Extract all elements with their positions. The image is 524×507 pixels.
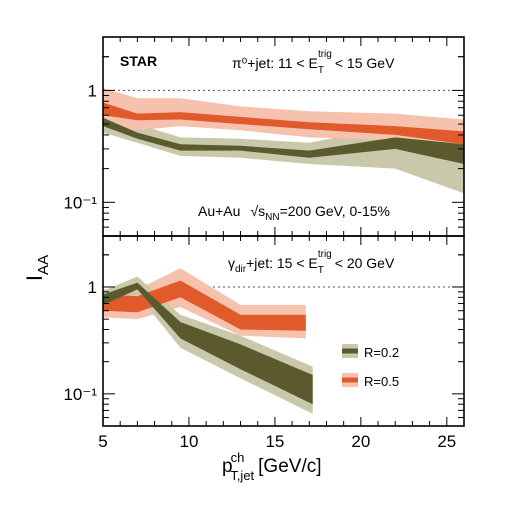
legend: R=0.2 R=0.5 xyxy=(342,344,399,389)
collision-label: Au+Au √sNN=200 GeV, 0-15% xyxy=(198,203,390,223)
x-tick-label: 15 xyxy=(265,432,284,451)
x-tick-label: 10 xyxy=(179,432,198,451)
band-R05-gamma xyxy=(103,280,306,331)
bottom-channel-label: γdir+jet: 15 < ETtrig< 20 GeV xyxy=(228,249,395,276)
band-R02-gamma xyxy=(103,282,313,405)
experiment-label: STAR xyxy=(120,53,157,69)
x-tick-label: 20 xyxy=(351,432,370,451)
plot-area-pi0 xyxy=(103,88,464,194)
legend-r05-line xyxy=(342,377,358,383)
svg-text:γdir+jet: 15 < ETtrig< 20 GeV: γdir+jet: 15 < ETtrig< 20 GeV xyxy=(228,249,395,276)
legend-r05-label: R=0.5 xyxy=(364,374,399,389)
legend-r02-line xyxy=(342,348,358,354)
svg-text:Au+Au√sNN=200 GeV, 0-15%: Au+Au √sNN=200 GeV, 0-15% xyxy=(198,203,390,223)
band-sys-R05-pi0 xyxy=(103,88,464,149)
y-tick-label-gamma: 1 xyxy=(88,278,97,297)
legend-r02-label: R=0.2 xyxy=(364,345,399,360)
x-tick-label: 5 xyxy=(98,432,107,451)
x-axis-label: pch T,jet [GeV/c] xyxy=(222,450,322,483)
x-tick-label: 25 xyxy=(437,432,456,451)
y-tick-label-pi0: 10⁻¹ xyxy=(63,193,97,212)
y-tick-label-gamma: 10⁻¹ xyxy=(63,385,97,404)
svg-text:π⁰+jet: 11 < ETtrig< 15 GeV: π⁰+jet: 11 < ETtrig< 15 GeV xyxy=(232,49,395,76)
panel-pi0: 1 10⁻¹ xyxy=(63,36,465,237)
svg-text:IAA: IAA xyxy=(22,255,52,281)
band-R02-pi0 xyxy=(103,117,464,164)
frame-gamma xyxy=(102,235,465,427)
plot-area-gamma xyxy=(103,268,464,414)
y-tick-label-pi0: 1 xyxy=(88,81,97,100)
y-axis-label: IAA xyxy=(22,255,52,281)
top-channel-label: π⁰+jet: 11 < ETtrig< 15 GeV xyxy=(232,49,395,76)
band-R05-pi0 xyxy=(103,102,464,145)
panel-gamma: 1 10⁻¹ 5 10 15 20 25 xyxy=(63,235,465,451)
